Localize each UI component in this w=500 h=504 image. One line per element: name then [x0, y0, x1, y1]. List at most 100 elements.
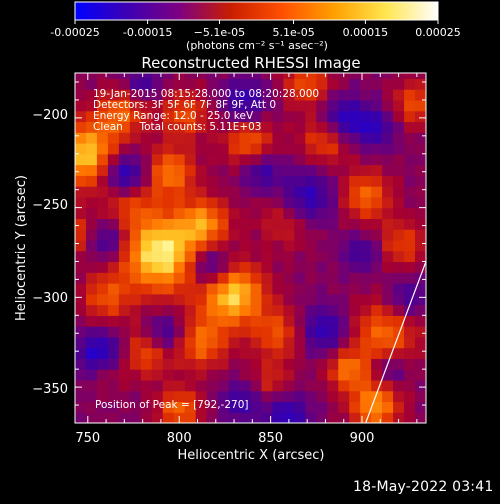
heatmap-cell — [404, 99, 416, 112]
heatmap-cell — [162, 315, 175, 327]
heatmap-cell — [261, 326, 274, 338]
heatmap-cell — [250, 196, 263, 209]
heatmap-cell — [349, 207, 361, 219]
heatmap-cell — [305, 99, 317, 112]
heatmap-cell — [239, 132, 252, 144]
heatmap-cell — [173, 196, 186, 209]
heatmap-cell — [228, 379, 241, 392]
colorbar-unit-label: (photons cm⁻² s⁻¹ asec⁻²) — [186, 39, 328, 52]
heatmap-cell — [96, 110, 109, 123]
heatmap-cell — [85, 73, 98, 79]
heatmap-cell — [327, 326, 339, 338]
heatmap-cell — [107, 250, 120, 263]
heatmap-cell — [404, 164, 416, 176]
heatmap-cell — [173, 99, 186, 112]
heatmap-cell — [294, 99, 306, 112]
heatmap-cell — [404, 73, 416, 79]
heatmap-cell — [327, 336, 339, 349]
heatmap-cell — [162, 218, 175, 230]
heatmap-cell — [283, 99, 295, 112]
heatmap-cell — [250, 89, 263, 101]
heatmap-cell — [415, 239, 426, 252]
heatmap-cell — [360, 218, 372, 230]
heatmap-cell — [305, 110, 317, 123]
heatmap-cell — [283, 175, 295, 187]
heatmap-cell — [228, 164, 241, 176]
heatmap-cell — [129, 153, 142, 166]
heatmap-cell — [305, 229, 317, 241]
heatmap-cell — [371, 401, 383, 413]
heatmap-cell — [261, 164, 274, 176]
heatmap-cell — [272, 153, 285, 166]
heatmap-cell — [173, 218, 186, 230]
heatmap-cell — [371, 175, 383, 187]
heatmap-cell — [140, 218, 153, 230]
heatmap-cell — [85, 379, 98, 392]
heatmap-cell — [173, 229, 186, 241]
heatmap-cell — [206, 401, 219, 413]
heatmap-cell — [228, 347, 241, 359]
heatmap-cell — [184, 401, 197, 413]
heatmap-cell — [349, 239, 361, 252]
heatmap-cell — [206, 153, 219, 166]
heatmap-cell — [393, 218, 405, 230]
heatmap-cell — [382, 401, 394, 413]
heatmap-cell — [250, 347, 263, 359]
heatmap-cell — [338, 175, 350, 187]
heatmap-cell — [118, 164, 131, 176]
heatmap-cell — [129, 143, 142, 155]
heatmap-cell — [85, 283, 98, 295]
heatmap-cell — [228, 78, 241, 90]
heatmap-cell — [96, 99, 109, 112]
heatmap-cell — [415, 390, 426, 403]
heatmap-cell — [173, 89, 186, 101]
heatmap-cell — [382, 121, 394, 133]
heatmap-cell — [360, 99, 372, 112]
heatmap-cell — [294, 239, 306, 252]
heatmap-cell — [283, 196, 295, 209]
heatmap-cell — [96, 347, 109, 359]
heatmap-cell — [371, 283, 383, 295]
heatmap-cell — [349, 304, 361, 316]
heatmap-cell — [75, 175, 87, 187]
heatmap-cell — [294, 369, 306, 381]
heatmap-cell — [393, 196, 405, 209]
heatmap-cell — [75, 143, 87, 155]
heatmap-cell — [272, 379, 285, 392]
heatmap-cell — [184, 369, 197, 381]
heatmap-cell — [217, 379, 230, 392]
heatmap-cell — [316, 336, 328, 349]
heatmap-cell — [217, 153, 230, 166]
heatmap-cell — [316, 293, 328, 306]
heatmap-cell — [195, 304, 208, 316]
heatmap-cell — [382, 336, 394, 349]
plot-frame — [74, 72, 427, 424]
heatmap-cell — [96, 369, 109, 381]
heatmap-cell — [316, 143, 328, 155]
heatmap-cell — [393, 272, 405, 284]
heatmap-cell — [305, 401, 317, 413]
heatmap-cell — [206, 196, 219, 209]
heatmap-cell — [118, 369, 131, 381]
heatmap-cell — [195, 73, 208, 79]
heatmap-cell — [107, 89, 120, 101]
heatmap-cell — [217, 347, 230, 359]
heatmap-cell — [140, 293, 153, 306]
heatmap-cell — [415, 229, 426, 241]
heatmap-cell — [360, 261, 372, 273]
heatmap-cell — [140, 89, 153, 101]
heatmap-cell — [305, 143, 317, 155]
heatmap-cell — [360, 207, 372, 219]
heatmap-cell — [327, 304, 339, 316]
heatmap-cell — [360, 121, 372, 133]
heatmap-cell — [75, 73, 87, 79]
heatmap-cell — [96, 401, 109, 413]
heatmap-cell — [162, 207, 175, 219]
heatmap-cell — [250, 272, 263, 284]
heatmap-cell — [228, 401, 241, 413]
heatmap-cell — [162, 379, 175, 392]
heatmap-cell — [129, 379, 142, 392]
heatmap-cell — [206, 358, 219, 370]
heatmap-cell — [404, 304, 416, 316]
heatmap-cell — [140, 250, 153, 263]
